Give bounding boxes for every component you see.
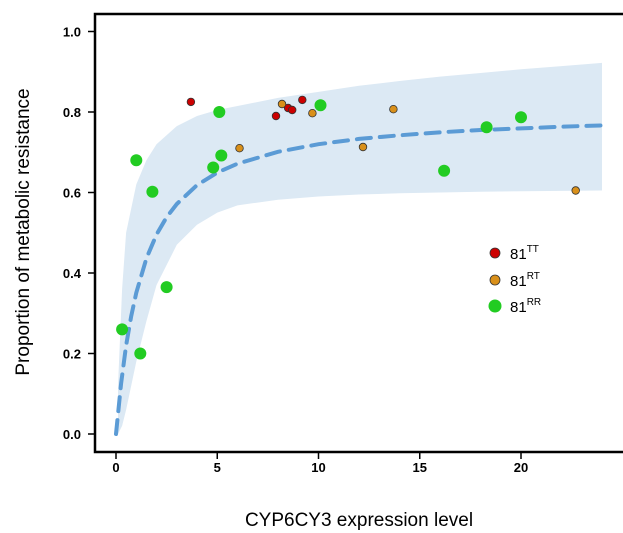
- point-rr-2: [134, 347, 147, 360]
- y-tick-label-5: 1.0: [63, 25, 81, 40]
- point-rr-9: [438, 164, 451, 177]
- legend-label-rt: 81RT: [510, 271, 540, 290]
- point-rt-2: [308, 108, 317, 118]
- legend-label-superscript: RT: [527, 271, 540, 282]
- y-tick-label-1: 0.2: [63, 347, 81, 362]
- data-points-layer: [116, 95, 580, 360]
- point-rr-6: [213, 106, 226, 118]
- legend-label-base: 81: [510, 299, 527, 316]
- point-rr-11: [515, 111, 527, 124]
- point-rr-4: [160, 281, 173, 294]
- confidence-band-layer: [118, 62, 602, 435]
- legend-label-tt: 81TT: [510, 244, 539, 263]
- legend-marker-rt: [489, 274, 501, 286]
- axes-layer: 0 5 10 15 20 0.0 0.2 0.4 0.6 0.8 1.0: [63, 25, 528, 476]
- fit-curve: [114, 123, 604, 436]
- point-rr-5: [207, 161, 220, 174]
- legend-label-superscript: RR: [527, 297, 541, 308]
- y-axis-title: Proportion of metabolic resistance: [13, 88, 34, 375]
- y-tick-label-3: 0.6: [63, 186, 81, 201]
- point-tt-4: [298, 95, 307, 105]
- legend-label-rr: 81RR: [510, 297, 541, 316]
- point-rr-3: [146, 185, 159, 198]
- point-rt-3: [358, 142, 368, 152]
- y-tick-label-4: 0.8: [63, 105, 81, 120]
- point-tt-1: [271, 111, 281, 121]
- legend-marker-tt: [489, 247, 501, 259]
- point-rt-0: [235, 143, 244, 153]
- legend-label-base: 81: [510, 246, 527, 263]
- point-rt-5: [571, 186, 580, 195]
- x-axis-title: CYP6CY3 expression level: [245, 510, 473, 531]
- plot-frame: [93, 12, 623, 454]
- x-tick-label-1: 5: [214, 460, 221, 475]
- point-tt-0: [186, 97, 196, 107]
- x-tick-label-4: 20: [514, 460, 528, 475]
- fit-curve-layer: [114, 123, 604, 436]
- y-tick-label-0: 0.0: [63, 427, 81, 442]
- legend-label-superscript: TT: [527, 244, 539, 255]
- point-tt-3: [288, 105, 297, 115]
- y-tick-label-2: 0.4: [63, 266, 82, 281]
- legend-label-base: 81: [510, 273, 527, 290]
- point-rt-4: [389, 104, 398, 114]
- point-rr-0: [116, 323, 129, 336]
- point-rt-1: [277, 99, 287, 109]
- point-rr-10: [480, 121, 493, 134]
- point-rr-1: [130, 154, 143, 167]
- legend-marker-rr: [488, 299, 502, 313]
- x-tick-label-0: 0: [112, 460, 119, 475]
- point-rr-8: [314, 99, 327, 112]
- point-rr-7: [215, 149, 228, 162]
- x-tick-label-2: 10: [311, 460, 325, 475]
- confidence-band: [118, 62, 602, 435]
- x-tick-label-3: 15: [413, 460, 427, 475]
